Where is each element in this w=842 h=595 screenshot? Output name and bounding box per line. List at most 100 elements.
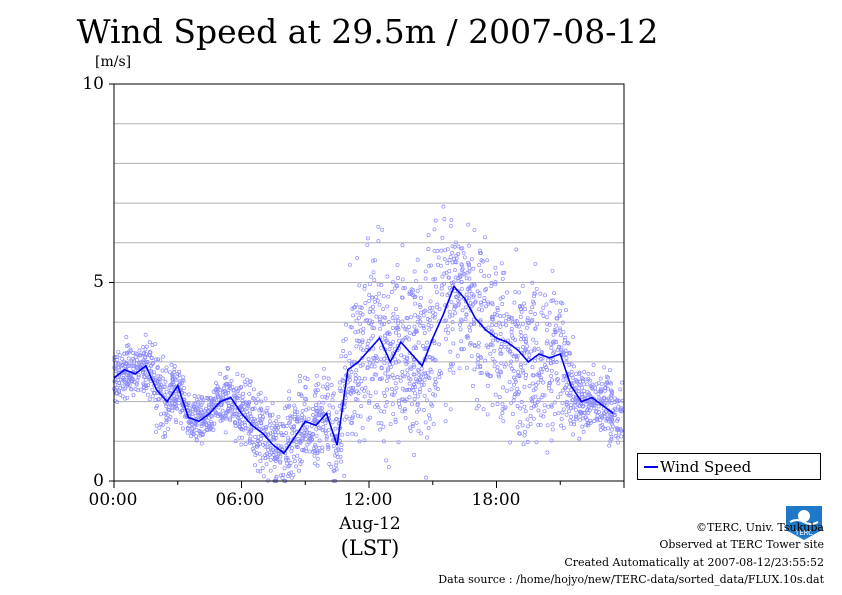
sample-point: [200, 400, 205, 405]
sample-point: [536, 408, 541, 413]
sample-point: [266, 432, 271, 437]
sample-point: [556, 395, 560, 400]
sample-point: [586, 377, 591, 382]
sample-point: [367, 360, 372, 365]
sample-point: [126, 343, 131, 348]
sample-point: [224, 374, 229, 379]
sample-point: [609, 427, 614, 432]
sample-point: [543, 293, 547, 298]
sample-point: [436, 255, 441, 260]
sample-point: [568, 421, 573, 426]
sample-point: [524, 325, 529, 330]
sample-point: [270, 412, 275, 417]
sample-point: [484, 304, 488, 309]
sample-point: [371, 304, 375, 309]
sample-point: [618, 387, 623, 392]
sample-point: [524, 348, 529, 352]
sample-point: [510, 367, 515, 371]
sample-point: [125, 395, 130, 400]
sample-point: [316, 381, 321, 386]
sample-point: [381, 390, 386, 395]
sample-point: [160, 422, 165, 427]
sample-point: [451, 370, 456, 375]
sample-point: [350, 420, 355, 425]
sample-point: [431, 277, 436, 282]
credit-created-at: Created Automatically at 2007-08-12/23:5…: [564, 556, 824, 569]
sample-point: [471, 266, 476, 271]
sample-point: [170, 401, 175, 406]
sample-point: [120, 377, 125, 382]
sample-point: [577, 404, 582, 408]
sample-point: [455, 353, 460, 358]
sample-point: [298, 379, 302, 384]
sample-point: [539, 413, 543, 418]
sample-point: [427, 413, 432, 418]
sample-point: [341, 379, 346, 383]
sample-point: [415, 319, 420, 324]
sample-point: [167, 417, 172, 422]
sample-point: [156, 374, 161, 379]
sample-point: [536, 355, 541, 360]
sample-point: [464, 292, 469, 297]
sample-point: [566, 341, 571, 346]
sample-point: [303, 385, 308, 389]
sample-point: [548, 381, 553, 386]
sample-point: [564, 308, 568, 313]
sample-point: [391, 311, 396, 316]
sample-point: [618, 407, 623, 412]
sample-point: [271, 437, 276, 442]
sample-point: [120, 356, 125, 361]
sample-point: [486, 325, 491, 330]
sample-point: [199, 396, 204, 401]
sample-point: [541, 305, 546, 310]
sample-point: [396, 321, 401, 326]
sample-point: [581, 429, 586, 434]
sample-point: [207, 425, 212, 430]
sample-point: [278, 422, 283, 426]
sample-point: [251, 448, 256, 453]
sample-point: [432, 315, 437, 320]
sample-point: [453, 275, 458, 280]
sample-point: [609, 417, 614, 422]
sample-point: [316, 449, 320, 454]
sample-point: [321, 400, 326, 405]
sample-point: [253, 463, 258, 468]
sample-point: [443, 328, 448, 333]
sample-point: [161, 435, 166, 439]
sample-point: [362, 394, 367, 399]
sample-point: [521, 442, 526, 447]
sample-point: [355, 255, 359, 260]
sample-point: [598, 376, 603, 381]
sample-point: [419, 431, 423, 436]
sample-point: [358, 311, 363, 316]
sample-point: [542, 393, 547, 398]
sample-point: [160, 368, 165, 373]
sample-point: [395, 314, 400, 319]
sample-point: [133, 351, 138, 356]
sample-point: [590, 382, 595, 387]
x-axis-date-label: Aug-12: [339, 514, 401, 534]
sample-point: [485, 383, 490, 388]
sample-point: [444, 336, 449, 341]
sample-point: [530, 365, 535, 370]
sample-point: [593, 401, 598, 405]
sample-point: [496, 372, 501, 377]
sample-point: [343, 354, 348, 359]
sample-point: [295, 414, 300, 419]
sample-point: [150, 343, 155, 348]
sample-point: [115, 357, 119, 362]
sample-point: [588, 402, 593, 407]
sample-point: [268, 445, 273, 450]
sample-point: [321, 425, 326, 429]
sample-point: [359, 404, 364, 409]
sample-point: [150, 394, 155, 399]
sample-point: [569, 373, 574, 378]
sample-point: [427, 387, 432, 392]
sample-point: [405, 355, 410, 360]
sample-point: [532, 291, 537, 296]
sample-point: [289, 449, 294, 454]
sample-point: [363, 385, 368, 390]
sample-point: [248, 414, 253, 419]
sample-point: [375, 403, 380, 407]
sample-point: [367, 401, 372, 406]
